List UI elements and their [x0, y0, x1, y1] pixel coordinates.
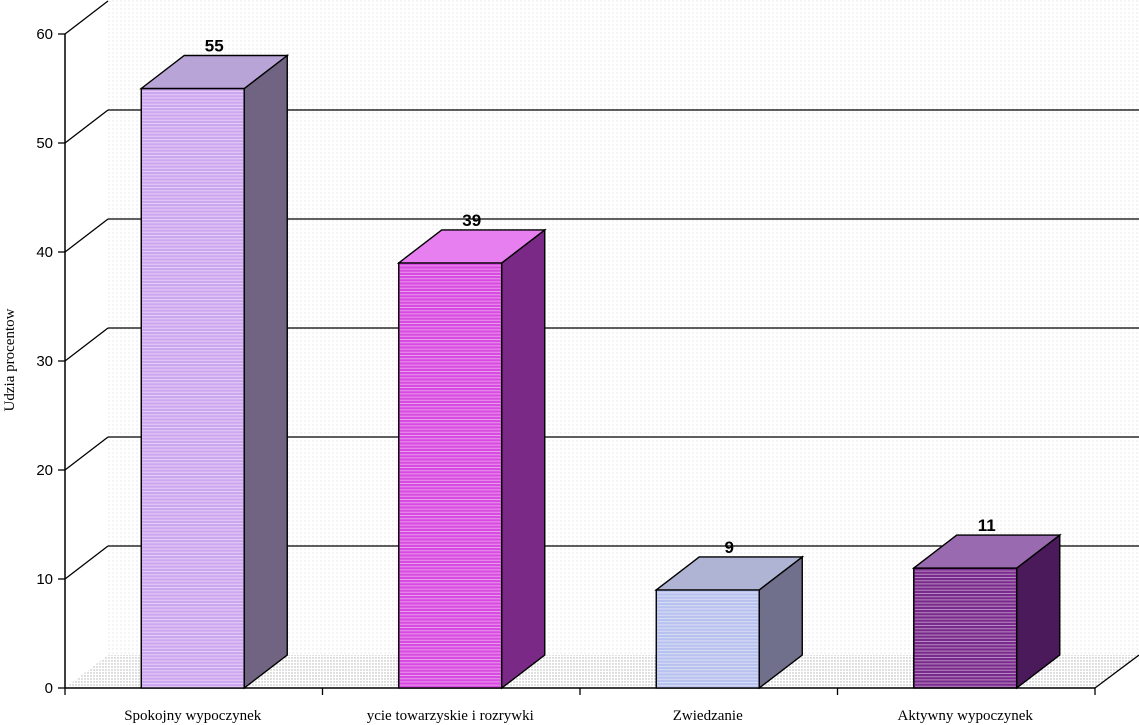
gridline-diagonal: [64, 436, 109, 471]
y-tick-label: 30: [36, 353, 53, 370]
bar-front: [655, 589, 760, 689]
data-labels: 55 39 9 11: [205, 37, 996, 557]
x-tick-label: Zwiedzanie: [673, 708, 743, 724]
data-label: 9: [725, 538, 734, 557]
data-label: 11: [978, 516, 996, 535]
floor-edge: [1094, 654, 1139, 689]
bar: [911, 533, 1062, 690]
data-label: 39: [462, 211, 481, 230]
y-axis-title: Udzia procentow: [2, 308, 18, 411]
gridline-diagonal: [64, 218, 109, 253]
data-label: 55: [205, 37, 224, 56]
x-tick-label: Aktywny wypoczynek: [898, 708, 1034, 724]
gridline-diagonal: [64, 545, 109, 580]
bar-side: [243, 54, 288, 690]
bar: [139, 54, 290, 690]
x-axis: Spokojny wypoczynek ycie towarzyskie i ro…: [64, 687, 1096, 724]
y-tick-label: 50: [36, 135, 53, 152]
y-axis: 0 10 20 30 40 50 60: [36, 26, 66, 697]
bar-top: [139, 54, 290, 90]
x-tick-label: ycie towarzyskie i rozrywki: [367, 708, 534, 724]
y-tick-label: 60: [36, 26, 53, 43]
bar-top: [654, 556, 805, 591]
gridline-diagonal: [64, 0, 109, 35]
bar-front: [140, 87, 245, 689]
y-tick-label: 40: [36, 244, 53, 261]
x-tick-label: Spokojny wypoczynek: [124, 708, 262, 724]
bar-front: [913, 567, 1018, 689]
chart-floor: [65, 655, 1139, 688]
bar-top: [911, 534, 1062, 569]
y-tick-label: 0: [45, 680, 53, 697]
bars: [139, 54, 1062, 690]
bar: [396, 228, 547, 690]
gridline-diagonal: [64, 109, 109, 144]
bar-side: [501, 228, 546, 690]
bar: [654, 555, 805, 690]
gridline-diagonal: [64, 327, 109, 362]
bar-front: [398, 262, 503, 689]
y-tick-label: 20: [36, 462, 53, 479]
y-tick-label: 10: [36, 571, 53, 588]
bar-top: [396, 229, 547, 264]
